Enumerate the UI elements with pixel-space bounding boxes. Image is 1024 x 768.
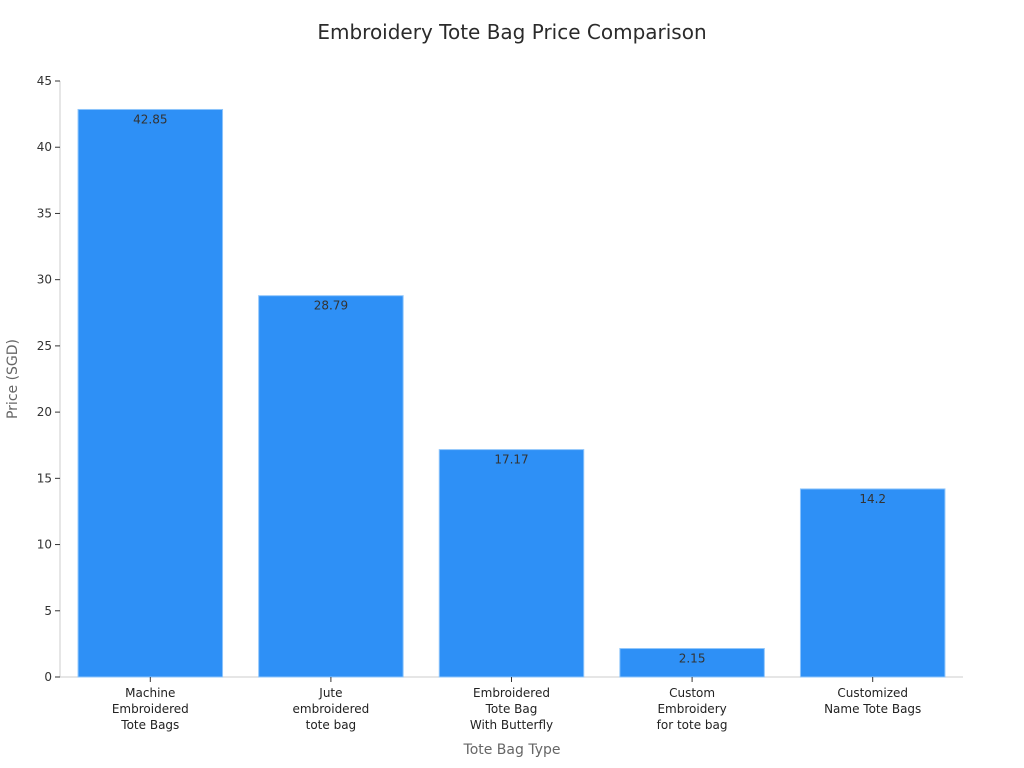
x-tick-label-line: Customized <box>837 686 908 700</box>
y-tick-label: 0 <box>44 670 52 684</box>
data-label: 14.2 <box>859 492 886 506</box>
x-tick-label-line: tote bag <box>306 718 357 732</box>
x-tick-label-line: Custom <box>669 686 715 700</box>
x-tick-label-line: Embroidery <box>657 702 726 716</box>
x-tick-label-line: With Butterfly <box>470 718 553 732</box>
y-tick-label: 30 <box>37 273 52 287</box>
y-tick-label: 35 <box>37 206 52 220</box>
x-tick-label-line: embroidered <box>293 702 370 716</box>
x-tick-label-line: Tote Bag <box>485 702 538 716</box>
bar <box>77 108 224 678</box>
bar <box>619 648 765 678</box>
x-tick-label: Custom Embroidery for tote bag <box>657 686 728 732</box>
x-tick-label-line: Embroidered <box>473 686 550 700</box>
y-tick-label: 5 <box>44 604 52 618</box>
x-tick-label-line: Embroidered <box>112 702 189 716</box>
x-tick-label-line: Jute <box>318 686 342 700</box>
y-tick-label: 15 <box>37 471 52 485</box>
y-tick-label: 20 <box>37 405 52 419</box>
y-tick-label: 40 <box>37 140 52 154</box>
bar <box>258 295 404 678</box>
x-axis-title: Tote Bag Type <box>463 742 561 758</box>
x-tick-label-line: Tote Bags <box>120 718 179 732</box>
chart-title: Embroidery Tote Bag Price Comparison <box>317 20 707 44</box>
y-tick-label: 45 <box>37 74 52 88</box>
data-label: 42.85 <box>133 112 167 126</box>
y-tick-label: 10 <box>37 538 52 552</box>
x-tick-label: Machine Embroidered Tote Bags <box>112 686 189 732</box>
x-tick-label-line: Machine <box>125 686 175 700</box>
x-tick-label-line: for tote bag <box>657 718 728 732</box>
data-label: 2.15 <box>679 652 706 666</box>
x-tick-label-line: Name Tote Bags <box>824 702 921 716</box>
x-tick-label: Customized Name Tote Bags <box>824 686 921 716</box>
x-tick-label: Jute embroidered tote bag <box>293 686 370 732</box>
data-label: 17.17 <box>494 453 528 467</box>
data-label: 28.79 <box>314 299 348 313</box>
x-tick-label: Embroidered Tote Bag With Butterfly <box>470 686 553 732</box>
bar <box>799 488 946 678</box>
y-tick-label: 25 <box>37 339 52 353</box>
bar <box>438 449 585 678</box>
